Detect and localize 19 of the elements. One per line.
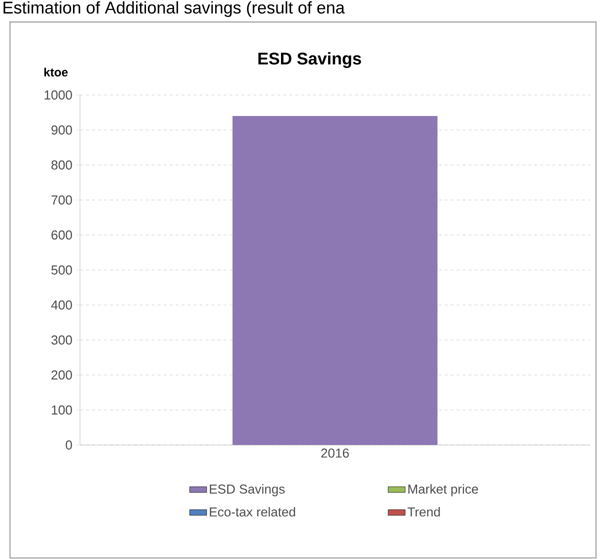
y-tick-label: 400 xyxy=(51,300,72,310)
y-tick-label: 1000 xyxy=(44,90,72,100)
y-tick-label: 100 xyxy=(52,406,72,415)
y-tick-label: 800 xyxy=(51,160,72,170)
y-axis-title: ktoe xyxy=(44,68,68,77)
y-tick-label: 900 xyxy=(51,126,72,135)
y-tick-label: 200 xyxy=(52,370,72,380)
y-tick-label: 700 xyxy=(52,196,72,205)
y-tick-label: 300 xyxy=(51,336,72,345)
y-tick-label: 500 xyxy=(51,266,72,275)
x-tick-label: 2016 xyxy=(321,448,349,458)
legend-label: ESD Savings xyxy=(210,484,285,496)
y-tick-label: 600 xyxy=(52,230,72,240)
legend-label: Eco-tax related xyxy=(210,507,296,517)
chart-title: ESD Savings xyxy=(258,52,362,68)
legend-label: Market price xyxy=(408,484,478,496)
text: Estimation of Additional savings (result of ena xyxy=(4,1,345,18)
legend-label: Trend xyxy=(408,507,440,517)
y-tick-label: 0 xyxy=(66,440,72,450)
